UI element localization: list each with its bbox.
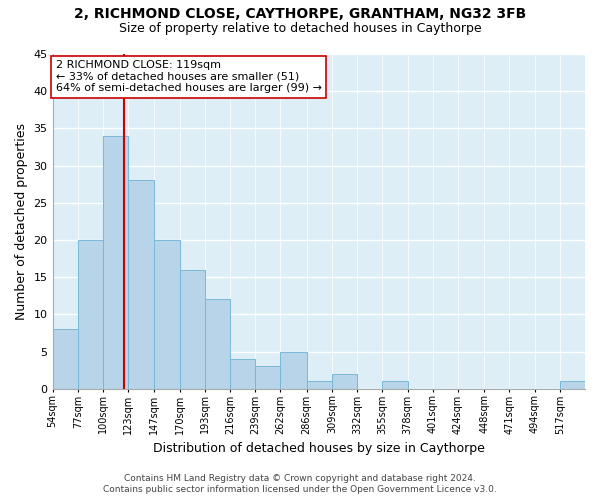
Bar — [154, 240, 179, 388]
Text: 2 RICHMOND CLOSE: 119sqm
← 33% of detached houses are smaller (51)
64% of semi-d: 2 RICHMOND CLOSE: 119sqm ← 33% of detach… — [56, 60, 322, 93]
X-axis label: Distribution of detached houses by size in Caythorpe: Distribution of detached houses by size … — [153, 442, 485, 455]
Bar — [255, 366, 280, 388]
Bar — [53, 329, 78, 388]
Bar — [230, 359, 255, 388]
Text: 2, RICHMOND CLOSE, CAYTHORPE, GRANTHAM, NG32 3FB: 2, RICHMOND CLOSE, CAYTHORPE, GRANTHAM, … — [74, 8, 526, 22]
Bar — [280, 352, 307, 389]
Bar — [307, 382, 332, 388]
Bar — [128, 180, 154, 388]
Bar — [103, 136, 128, 388]
Bar — [205, 300, 230, 388]
Bar — [382, 382, 407, 388]
Text: Contains HM Land Registry data © Crown copyright and database right 2024.
Contai: Contains HM Land Registry data © Crown c… — [103, 474, 497, 494]
Bar — [332, 374, 357, 388]
Bar — [560, 382, 585, 388]
Bar — [78, 240, 103, 388]
Bar — [179, 270, 205, 388]
Y-axis label: Number of detached properties: Number of detached properties — [15, 123, 28, 320]
Text: Size of property relative to detached houses in Caythorpe: Size of property relative to detached ho… — [119, 22, 481, 35]
